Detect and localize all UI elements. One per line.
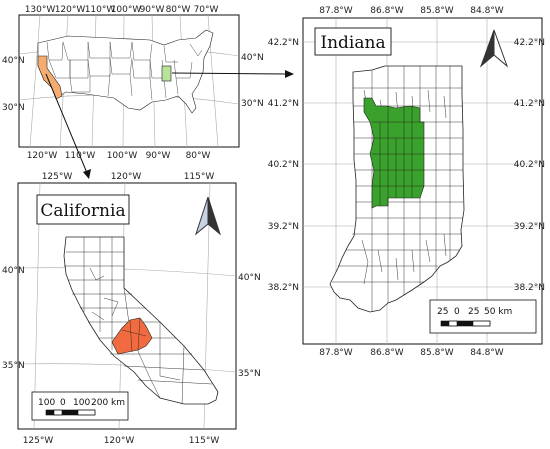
indiana-connector-arrowhead — [285, 70, 294, 78]
california-lon-tick-top: 115°W — [184, 172, 215, 182]
indiana-scale-bar: 25 0 25 50 km — [429, 299, 537, 334]
california-overview-highlight — [37, 55, 63, 100]
california-scale-label: 0 — [60, 398, 66, 408]
california-map: California 100 0 100 200 km 125°W 120°W … — [2, 172, 261, 446]
indiana-lat-tick-left: 42.2°N — [268, 38, 299, 48]
indiana-scale-label: 25 — [468, 307, 479, 317]
us-overview-map: 130°W 120°W 110°W 100°W 90°W 80°W 70°W 1… — [2, 5, 264, 161]
indiana-map: Indiana 25 0 25 50 km 87.8°W 86.8°W 85.8… — [268, 6, 545, 358]
indiana-lat-tick-right: 38.2°N — [514, 283, 545, 293]
us-lat-tick-right: 30°N — [241, 99, 264, 109]
us-lon-tick-top: 70°W — [194, 5, 219, 15]
california-scale-label: 100 — [73, 398, 90, 408]
indiana-lon-tick-bottom: 86.8°W — [370, 348, 404, 358]
indiana-overview-highlight — [161, 65, 172, 82]
indiana-scale-label: 0 — [454, 307, 460, 317]
california-highlighted-county-lines — [121, 317, 147, 353]
indiana-lon-tick-top: 87.8°W — [319, 6, 353, 16]
california-scale-label: 100 — [38, 398, 55, 408]
indiana-lat-tick-right: 40.2°N — [514, 160, 545, 170]
california-lat-tick-right: 35°N — [238, 369, 261, 379]
connector-arrows — [45, 70, 294, 179]
indiana-tick-labels: 87.8°W 86.8°W 85.8°W 84.8°W 87.8°W 86.8°… — [268, 6, 545, 358]
us-map-frame — [18, 14, 240, 148]
indiana-north-arrow-icon — [479, 29, 509, 68]
california-title-box — [36, 194, 130, 225]
us-lat-tick-left: 30°N — [2, 103, 25, 113]
indiana-map-frame — [302, 17, 543, 345]
indiana-lon-tick-top: 84.8°W — [470, 6, 504, 16]
california-lon-tick-top: 120°W — [111, 172, 142, 182]
indiana-scale-label: 50 km — [484, 307, 512, 317]
california-lon-tick-bottom: 120°W — [104, 436, 135, 446]
indiana-highlighted-county-lines — [372, 106, 424, 206]
california-title: California — [40, 201, 125, 221]
indiana-title: Indiana — [320, 33, 385, 53]
california-lon-tick-top: 125°W — [42, 172, 73, 182]
california-scale-label: 200 km — [91, 398, 125, 408]
california-lat-tick-left: 35°N — [2, 361, 25, 371]
us-lon-tick-top: 110°W — [85, 5, 116, 15]
california-connector-line — [45, 73, 88, 174]
california-north-arrow-icon — [194, 196, 222, 236]
us-lon-tick-bottom: 90°W — [146, 151, 171, 161]
indiana-connector-line — [171, 72, 289, 75]
california-lat-tick-right: 40°N — [238, 273, 261, 283]
us-state-lines — [46, 41, 203, 101]
us-outline — [37, 29, 214, 114]
california-county-lines — [64, 237, 213, 405]
california-lon-tick-bottom: 125°W — [23, 436, 54, 446]
california-highlighted-counties — [111, 317, 153, 355]
california-lat-tick-left: 40°N — [2, 266, 25, 276]
california-map-frame — [17, 182, 237, 430]
us-tick-labels: 130°W 120°W 110°W 100°W 90°W 80°W 70°W 1… — [2, 5, 264, 161]
us-lon-tick-top: 100°W — [111, 5, 142, 15]
indiana-lon-tick-top: 85.8°W — [420, 6, 454, 16]
indiana-lat-tick-right: 39.2°N — [514, 222, 545, 232]
california-connector-arrowhead — [83, 169, 91, 179]
us-lon-tick-bottom: 100°W — [107, 151, 138, 161]
indiana-lat-tick-right: 41.2°N — [514, 99, 545, 109]
indiana-lat-tick-left: 39.2°N — [268, 222, 299, 232]
indiana-lon-tick-bottom: 87.8°W — [319, 348, 353, 358]
us-lon-tick-bottom: 80°W — [186, 151, 211, 161]
indiana-lat-tick-left: 40.2°N — [268, 160, 299, 170]
california-scale-bar: 100 0 100 200 km — [31, 391, 129, 421]
california-tick-labels: 125°W 120°W 115°W 125°W 120°W 115°W 40°N… — [2, 172, 261, 446]
us-lon-tick-top: 90°W — [140, 5, 165, 15]
indiana-lat-tick-left: 38.2°N — [268, 283, 299, 293]
indiana-lon-tick-bottom: 85.8°W — [420, 348, 454, 358]
indiana-lat-tick-right: 42.2°N — [514, 38, 545, 48]
indiana-lat-tick-left: 41.2°N — [268, 99, 299, 109]
us-lon-tick-top: 120°W — [55, 5, 86, 15]
indiana-scale-label: 25 — [437, 307, 448, 317]
california-lon-tick-bottom: 115°W — [189, 436, 220, 446]
indiana-lon-tick-bottom: 84.8°W — [470, 348, 504, 358]
us-lat-tick-right: 40°N — [241, 53, 264, 63]
us-lon-tick-bottom: 120°W — [27, 151, 58, 161]
us-lat-tick-left: 40°N — [2, 56, 25, 66]
indiana-lon-tick-top: 86.8°W — [370, 6, 404, 16]
us-lon-tick-top: 130°W — [25, 5, 56, 15]
indiana-highlighted-counties — [363, 97, 425, 209]
us-lon-tick-top: 80°W — [166, 5, 191, 15]
indiana-title-box — [314, 27, 392, 56]
